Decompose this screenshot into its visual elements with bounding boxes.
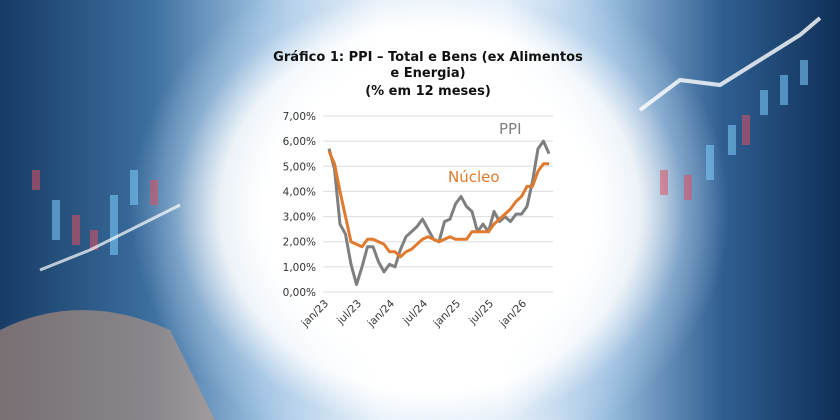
series-line bbox=[327, 139, 551, 286]
y-tick-label: 0,00% bbox=[283, 287, 316, 299]
chart-title: Gráfico 1: PPI – Total e Bens (ex Alimen… bbox=[273, 50, 583, 81]
y-tick-label: 3,00% bbox=[283, 212, 316, 224]
x-tick-label: jul/25 bbox=[466, 298, 496, 328]
x-tick-label: jan/24 bbox=[365, 297, 398, 330]
y-tick-label: 2,00% bbox=[283, 237, 316, 249]
x-tick-label: jan/25 bbox=[431, 298, 463, 330]
series-label: Núcleo bbox=[448, 168, 500, 186]
x-tick-label: jan/23 bbox=[299, 298, 331, 330]
y-tick-label: 5,00% bbox=[283, 161, 316, 173]
x-tick-label: jul/23 bbox=[334, 298, 364, 328]
x-tick-label: jul/24 bbox=[400, 297, 430, 327]
y-tick-label: 7,00% bbox=[283, 111, 316, 123]
x-tick-label: jan/26 bbox=[497, 297, 530, 330]
y-tick-label: 6,00% bbox=[283, 136, 316, 148]
y-tick-label: 4,00% bbox=[283, 186, 316, 198]
series-label: PPI bbox=[499, 120, 522, 138]
y-tick-label: 1,00% bbox=[283, 262, 316, 274]
chart-subtitle: (% em 12 meses) bbox=[365, 84, 491, 99]
series-line bbox=[327, 150, 549, 259]
